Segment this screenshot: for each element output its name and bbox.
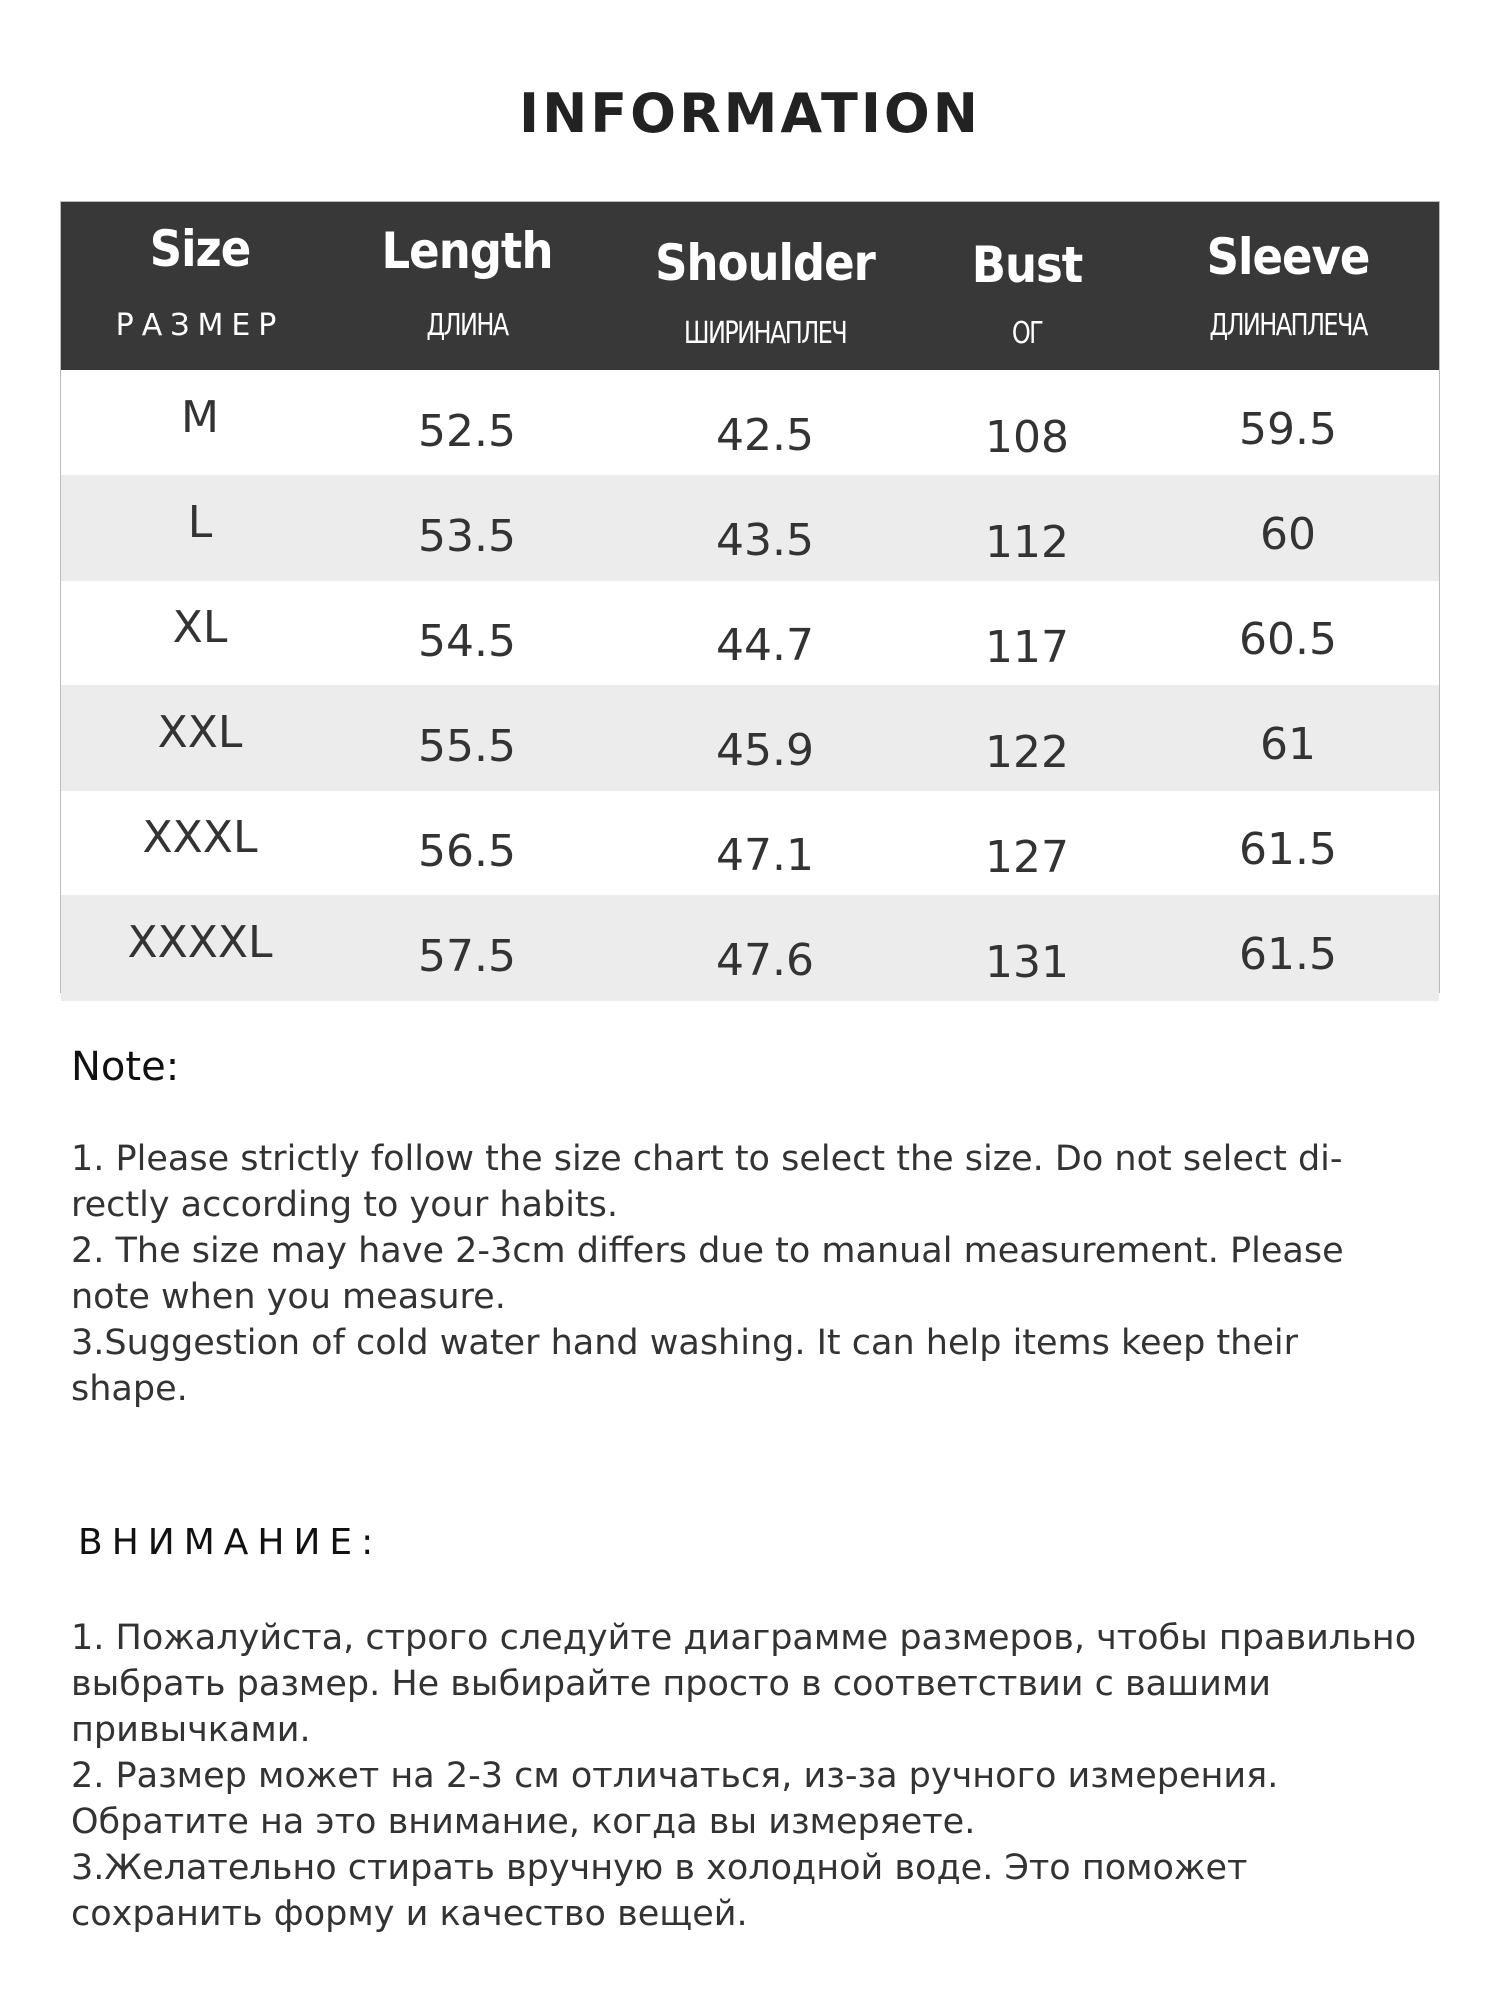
table-cell: 112 — [985, 517, 1069, 568]
note-line: 2. Размер может на 2-3 см отличаться, из… — [71, 1756, 1279, 1796]
table-cell: XXL — [157, 707, 243, 758]
table-row: M 52.5 42.5 108 59.5 — [61, 370, 1439, 476]
table-cell: XL — [172, 602, 228, 653]
note-line: note when you measure. — [71, 1277, 506, 1317]
table-cell: 59.5 — [1239, 404, 1337, 455]
note-ru-heading: ВНИМАНИЕ: — [78, 1522, 383, 1563]
table-cell: 47.1 — [716, 830, 814, 881]
note-line: 1. Пожалуйста, строго следуйте диаграмме… — [71, 1618, 1417, 1658]
table-cell: 45.9 — [716, 725, 814, 776]
table-cell: 122 — [985, 727, 1069, 778]
table-row: XXL 55.5 45.9 122 61 — [61, 685, 1439, 791]
table-cell: 61.5 — [1239, 824, 1337, 875]
table-cell: 52.5 — [418, 406, 516, 457]
table-row: XXXL 56.5 47.1 127 61.5 — [61, 790, 1439, 896]
table-cell: L — [187, 497, 213, 548]
table-cell: 131 — [985, 937, 1069, 988]
table-row: L 53.5 43.5 112 60 — [61, 475, 1439, 581]
note-line: rectly according to your habits. — [71, 1185, 619, 1225]
table-cell: 108 — [985, 412, 1069, 463]
table-row: XL 54.5 44.7 117 60.5 — [61, 580, 1439, 686]
table-cell: 47.6 — [716, 935, 814, 986]
note-ru-text: 1. Пожалуйста, строго следуйте диаграмме… — [71, 1615, 1451, 1937]
note-line: сохранить форму и качество вещей. — [71, 1894, 748, 1934]
header-sub-size: РАЗМЕР — [115, 308, 285, 343]
table-cell: 61 — [1260, 719, 1316, 770]
note-line: выбрать размер. Не выбирайте просто в со… — [71, 1664, 1272, 1704]
note-line: shape. — [71, 1369, 188, 1409]
table-cell: 44.7 — [716, 620, 814, 671]
table-header: Size РАЗМЕР Length ДЛИНА Shoulder ШИРИНАПЛЕЧ B… — [61, 202, 1439, 370]
table-cell: 61.5 — [1239, 929, 1337, 980]
table-cell: 56.5 — [418, 826, 516, 877]
note-line: Обратите на это внимание, когда вы измер… — [71, 1802, 976, 1842]
table-cell: 53.5 — [418, 511, 516, 562]
table-cell: XXXXL — [127, 917, 273, 968]
note-line: 3.Желательно стирать вручную в холодной … — [71, 1848, 1248, 1888]
header-length: Length — [381, 222, 554, 280]
note-line: 3.Suggestion of cold water hand washing.… — [71, 1323, 1298, 1363]
table-cell: 54.5 — [418, 616, 516, 667]
header-sub-length: ДЛИНА — [426, 308, 509, 343]
table-row: XXXXL 57.5 47.6 131 61.5 — [61, 895, 1439, 1001]
note-line: 2. The size may have 2-3cm differs due t… — [71, 1231, 1344, 1271]
header-sub-bust: ОГ — [1011, 316, 1044, 351]
page-title: INFORMATION — [518, 82, 982, 145]
header-sub-sleeve: ДЛИНАПЛЕЧА — [1209, 308, 1368, 343]
table-cell: 55.5 — [418, 721, 516, 772]
header-shoulder: Shoulder — [655, 234, 876, 292]
table-cell: 127 — [985, 832, 1069, 883]
header-sub-shoulder: ШИРИНАПЛЕЧ — [683, 316, 848, 351]
table-cell: XXXL — [142, 812, 258, 863]
header-sleeve: Sleeve — [1206, 228, 1371, 286]
note-text: 1. Please strictly follow the size chart… — [71, 1136, 1451, 1412]
table-cell: 117 — [985, 622, 1069, 673]
note-line: привычками. — [71, 1710, 311, 1750]
table-cell: 43.5 — [716, 515, 814, 566]
note-heading: Note: — [71, 1044, 180, 1090]
table-cell: 60.5 — [1239, 614, 1337, 665]
table-cell: M — [181, 392, 219, 443]
header-bust: Bust — [971, 236, 1084, 294]
table-cell: 57.5 — [418, 931, 516, 982]
note-line: 1. Please strictly follow the size chart… — [71, 1139, 1343, 1179]
size-chart-table: Size РАЗМЕР Length ДЛИНА Shoulder ШИРИНАПЛЕЧ B… — [60, 201, 1440, 1001]
header-size: Size — [149, 220, 251, 278]
table-cell: 42.5 — [716, 410, 814, 461]
table-cell: 60 — [1260, 509, 1316, 560]
